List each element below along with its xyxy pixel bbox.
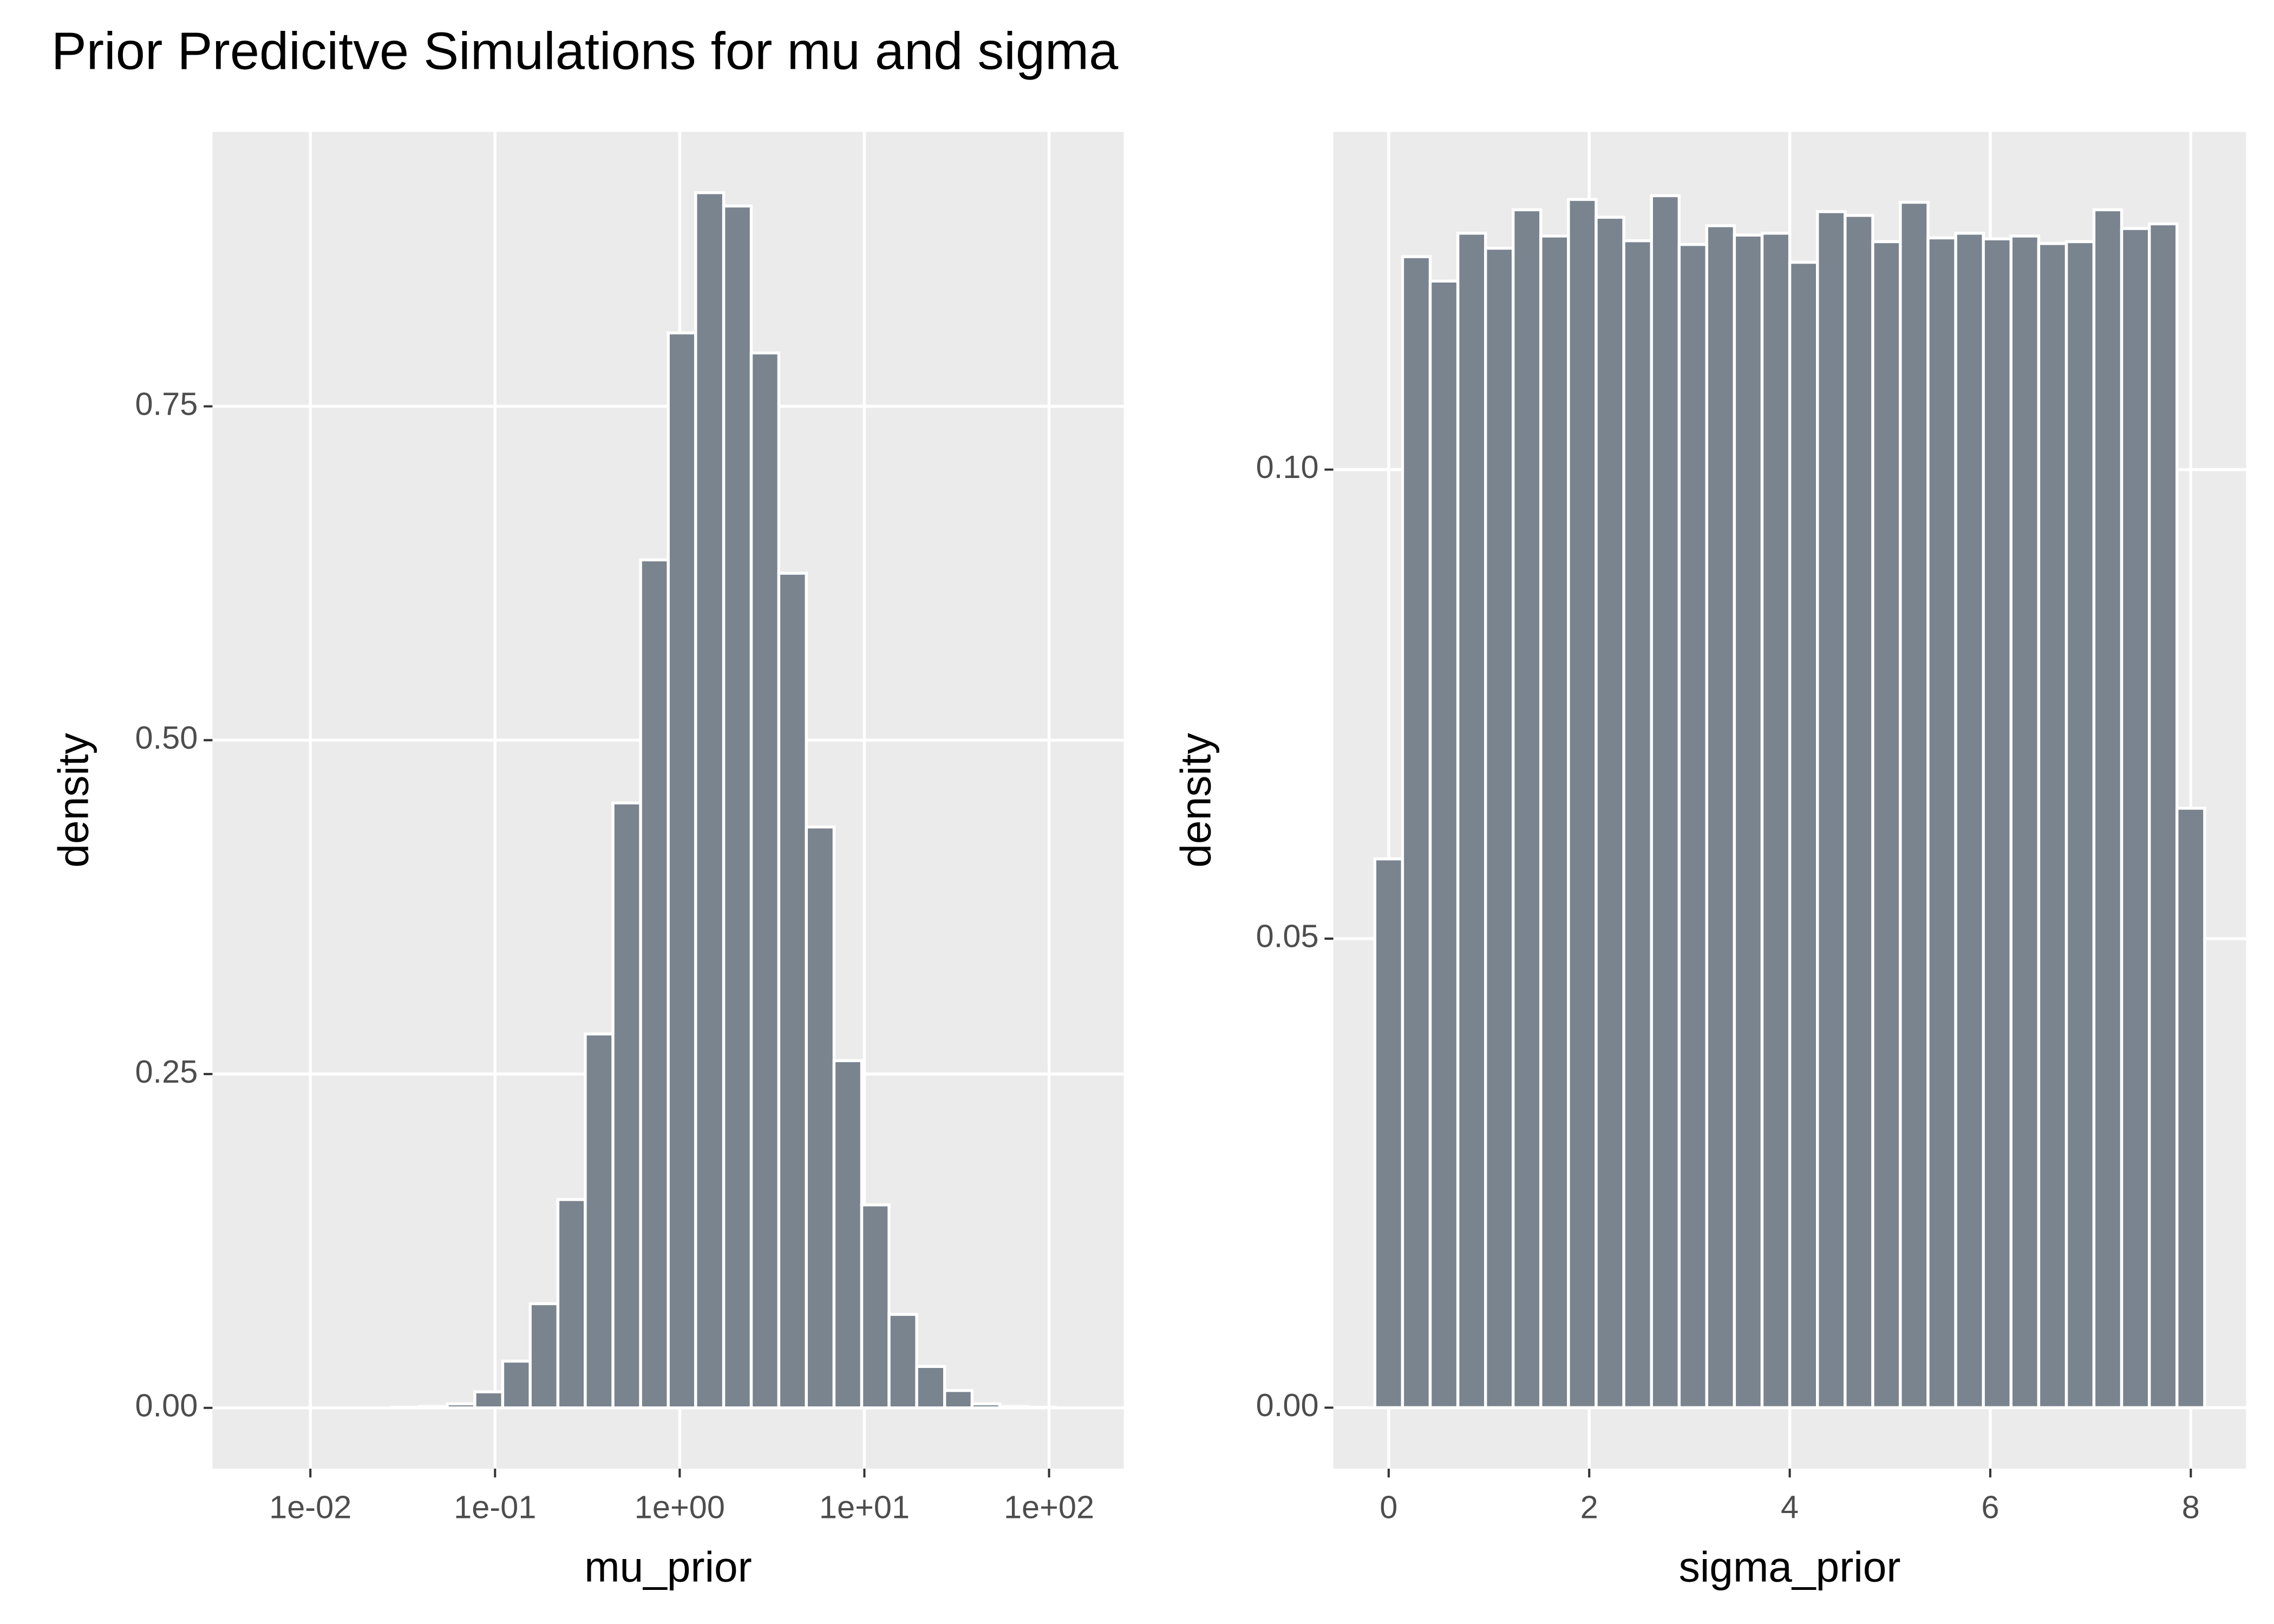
histogram-bar: [1899, 200, 1930, 1410]
histogram-bar: [1926, 236, 1957, 1410]
x-axis-title: sigma_prior: [1679, 1543, 1901, 1590]
y-tick-label: 0.00: [135, 1387, 198, 1423]
y-tick-label: 0.50: [135, 719, 198, 756]
histogram-bar: [1401, 255, 1432, 1410]
histogram-bar: [528, 1302, 560, 1410]
x-tick-label: 1e+01: [819, 1489, 910, 1525]
histogram-bar: [1567, 198, 1598, 1410]
histogram-bar: [1595, 215, 1625, 1410]
x-tick-label: 2: [1580, 1489, 1598, 1525]
histogram-bar: [777, 572, 808, 1410]
histogram-bar: [556, 1198, 587, 1410]
histogram-bar: [1373, 857, 1404, 1410]
x-tick-label: 6: [1981, 1489, 1999, 1525]
histogram-bar: [2175, 807, 2206, 1410]
histogram-bar: [2147, 222, 2179, 1410]
histogram-bar: [473, 1390, 505, 1410]
histogram-bar: [998, 1405, 1029, 1410]
x-tick-label: 8: [2182, 1489, 2200, 1525]
histogram-bar: [639, 558, 670, 1410]
histogram-bar: [418, 1405, 449, 1410]
histogram-bar: [860, 1203, 891, 1410]
x-axis-title: mu_prior: [584, 1543, 752, 1590]
x-tick-label: 0: [1380, 1489, 1397, 1525]
histogram-bar: [1982, 237, 2013, 1410]
histogram-bar: [666, 331, 697, 1410]
y-tick-label: 0.05: [1256, 918, 1319, 954]
histogram-bar: [1650, 194, 1681, 1410]
histogram-bar: [1844, 214, 1874, 1410]
histogram-bar: [1511, 208, 1543, 1410]
histogram-bar: [805, 825, 836, 1410]
y-tick-label: 0.10: [1256, 449, 1319, 485]
histogram-bar: [1816, 210, 1847, 1410]
histogram-bar: [584, 1032, 615, 1410]
histogram-bar: [1484, 246, 1515, 1410]
histogram-bar: [1677, 243, 1708, 1410]
x-tick-label: 1e-02: [269, 1489, 351, 1525]
histogram-bar: [943, 1389, 974, 1410]
histogram-bar: [1428, 279, 1460, 1410]
panel: 0.00 0.05 0.10 0 2 4 6 8 sigma_prior density: [1172, 132, 2246, 1590]
y-tick-label: 0.75: [135, 385, 198, 422]
x-tick-label: 1e+00: [635, 1489, 725, 1525]
chart-title: Prior Predicitve Simulations for mu and …: [51, 21, 1119, 80]
histogram-bar: [1539, 234, 1570, 1410]
histogram-bar: [1456, 232, 1487, 1410]
histogram-bar: [1733, 233, 1764, 1410]
histogram-bar: [2037, 242, 2068, 1410]
histogram-bar: [501, 1359, 532, 1410]
histogram-bar: [832, 1059, 864, 1410]
histogram-bar: [2064, 240, 2096, 1410]
histogram-bar: [749, 351, 781, 1410]
x-tick-label: 1e-01: [454, 1489, 536, 1525]
panel: 0.00 0.25 0.50 0.75 1e-02 1e-01 1e+00 1e+01 1e+0…: [49, 132, 1124, 1590]
histogram-bar: [2120, 227, 2151, 1410]
y-tick-label: 0.00: [1256, 1387, 1319, 1423]
histogram-bar: [694, 191, 726, 1410]
histogram-bar: [1871, 240, 1902, 1410]
histogram-bar: [1622, 239, 1653, 1410]
histogram-bar: [1025, 1405, 1057, 1410]
histogram-bar: [1705, 224, 1736, 1410]
x-tick-label: 4: [1781, 1489, 1799, 1525]
histogram-bar: [1954, 232, 1985, 1410]
histogram-bar: [390, 1405, 421, 1410]
histogram-bar: [611, 801, 642, 1410]
histogram-bar: [970, 1402, 1002, 1410]
histogram-bar: [446, 1402, 476, 1410]
histogram-bar: [2009, 234, 2041, 1410]
histogram-bar: [722, 204, 753, 1410]
y-axis-title: density: [49, 732, 97, 867]
histogram-bar: [915, 1365, 946, 1410]
y-axis-title: density: [1172, 732, 1219, 867]
x-tick-label: 1e+02: [1004, 1489, 1094, 1525]
y-tick-label: 0.25: [135, 1053, 198, 1090]
histogram-bar: [887, 1313, 918, 1410]
histogram-bar: [1788, 260, 1819, 1410]
histogram-bar: [1760, 232, 1792, 1410]
histogram-bar: [2092, 208, 2123, 1410]
